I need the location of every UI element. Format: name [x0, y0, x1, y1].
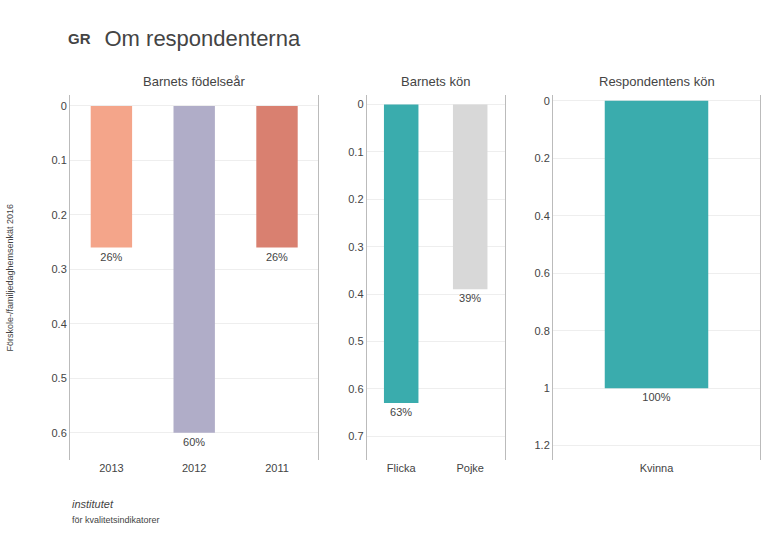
svg-text:0: 0	[357, 98, 363, 110]
svg-text:Respondentens kön: Respondentens kön	[599, 74, 715, 89]
svg-text:2013: 2013	[99, 462, 123, 474]
svg-text:0.5: 0.5	[348, 335, 363, 347]
svg-text:0.1: 0.1	[348, 146, 363, 158]
svg-text:1.2: 1.2	[535, 439, 550, 451]
svg-text:26%: 26%	[100, 251, 122, 263]
svg-text:Om respondenterna: Om respondenterna	[105, 26, 301, 51]
svg-text:0.6: 0.6	[52, 427, 67, 439]
svg-text:0.5: 0.5	[52, 372, 67, 384]
svg-text:2012: 2012	[182, 462, 206, 474]
svg-text:0.3: 0.3	[348, 241, 363, 253]
svg-text:0.4: 0.4	[52, 318, 67, 330]
svg-text:för kvalitetsindikatorer: för kvalitetsindikatorer	[72, 515, 160, 525]
svg-text:63%: 63%	[390, 406, 412, 418]
svg-text:Kvinna: Kvinna	[640, 462, 675, 474]
svg-text:0.4: 0.4	[348, 288, 363, 300]
svg-text:Förskole-/familjedaghemsenkät: Förskole-/familjedaghemsenkät 2016	[5, 204, 15, 352]
svg-text:0.2: 0.2	[348, 193, 363, 205]
svg-text:0.2: 0.2	[52, 209, 67, 221]
svg-text:Barnets födelseår: Barnets födelseår	[143, 74, 246, 89]
svg-text:60%: 60%	[183, 436, 205, 448]
svg-text:0.6: 0.6	[348, 383, 363, 395]
svg-text:0.1: 0.1	[52, 154, 67, 166]
svg-text:Barnets kön: Barnets kön	[401, 74, 470, 89]
svg-text:0: 0	[544, 95, 550, 107]
svg-text:26%: 26%	[266, 251, 288, 263]
svg-text:0.6: 0.6	[535, 267, 550, 279]
svg-text:institutet: institutet	[72, 498, 114, 510]
svg-text:0.7: 0.7	[348, 430, 363, 442]
svg-text:100%: 100%	[642, 391, 670, 403]
svg-text:0.4: 0.4	[535, 210, 550, 222]
svg-text:0: 0	[61, 100, 67, 112]
svg-text:Flicka: Flicka	[387, 462, 417, 474]
svg-text:GR: GR	[68, 30, 91, 47]
svg-text:2011: 2011	[265, 462, 289, 474]
svg-text:1: 1	[544, 382, 550, 394]
svg-text:39%: 39%	[459, 292, 481, 304]
svg-text:Pojke: Pojke	[456, 462, 484, 474]
svg-text:0.3: 0.3	[52, 263, 67, 275]
svg-text:0.2: 0.2	[535, 152, 550, 164]
svg-text:0.8: 0.8	[535, 325, 550, 337]
